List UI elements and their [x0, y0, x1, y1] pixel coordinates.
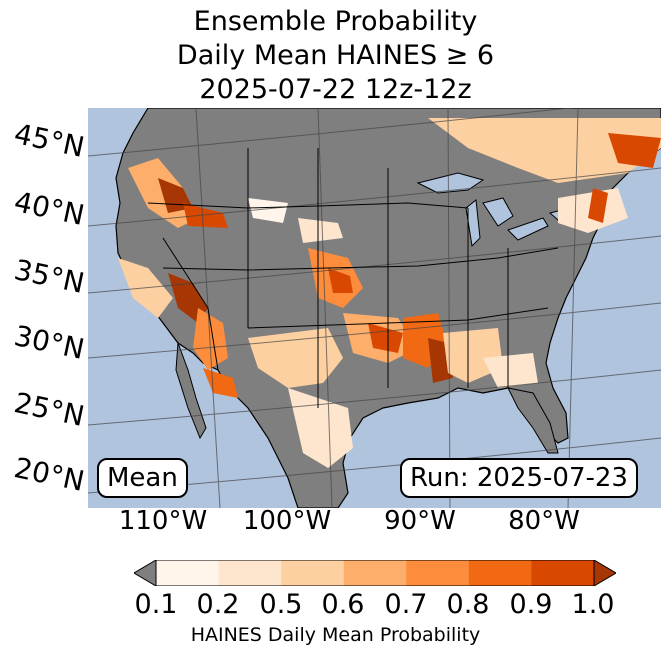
colorbar: [134, 560, 616, 586]
title-line-3: 2025-07-22 12z-12z: [199, 74, 472, 105]
lat-label-45: 45°N: [11, 117, 88, 164]
colorbar-tick: 0.6: [321, 589, 365, 620]
colorbar-segment: [468, 560, 532, 586]
lon-label-80: 80°W: [508, 506, 580, 536]
great-lakes: [416, 172, 584, 248]
stat-label: Mean: [97, 458, 188, 498]
colorbar-tick: 0.1: [134, 589, 178, 620]
state-borders: [147, 148, 559, 408]
colorbar-tick: 0.2: [196, 589, 240, 620]
baja-peninsula: [175, 342, 207, 440]
colorbar-label: HAINES Daily Mean Probability: [190, 624, 481, 646]
lat-label-40: 40°N: [11, 185, 88, 232]
lon-label-90: 90°W: [384, 506, 456, 536]
colorbar-under-arrow: [134, 560, 157, 586]
colorbar-segment: [531, 560, 595, 586]
lat-label-25: 25°N: [11, 386, 88, 433]
colorbar-tick: 1.0: [571, 589, 615, 620]
colorbar-over-arrow: [593, 560, 616, 586]
colorbar-tick: 0.9: [509, 589, 553, 620]
lon-label-110: 110°W: [118, 506, 208, 536]
colorbar-tick: 0.5: [259, 589, 303, 620]
colorbar-segment: [156, 560, 220, 586]
run-label: Run: 2025-07-23: [400, 458, 638, 498]
florida: [507, 387, 559, 454]
lon-label-100: 100°W: [242, 506, 332, 536]
lat-label-30: 30°N: [11, 319, 88, 366]
lat-label-35: 35°N: [11, 253, 88, 300]
colorbar-tick: 0.7: [384, 589, 428, 620]
title-line-1: Ensemble Probability: [193, 6, 478, 37]
colorbar-segment: [281, 560, 345, 586]
title-line-2: Daily Mean HAINES ≥ 6: [176, 40, 495, 71]
colorbar-segment: [343, 560, 407, 586]
colorbar-segment: [406, 560, 470, 586]
colorbar-tick: 0.8: [446, 589, 490, 620]
probability-map: [88, 108, 661, 508]
lat-label-20: 20°N: [11, 451, 88, 498]
colorbar-segment: [218, 560, 282, 586]
